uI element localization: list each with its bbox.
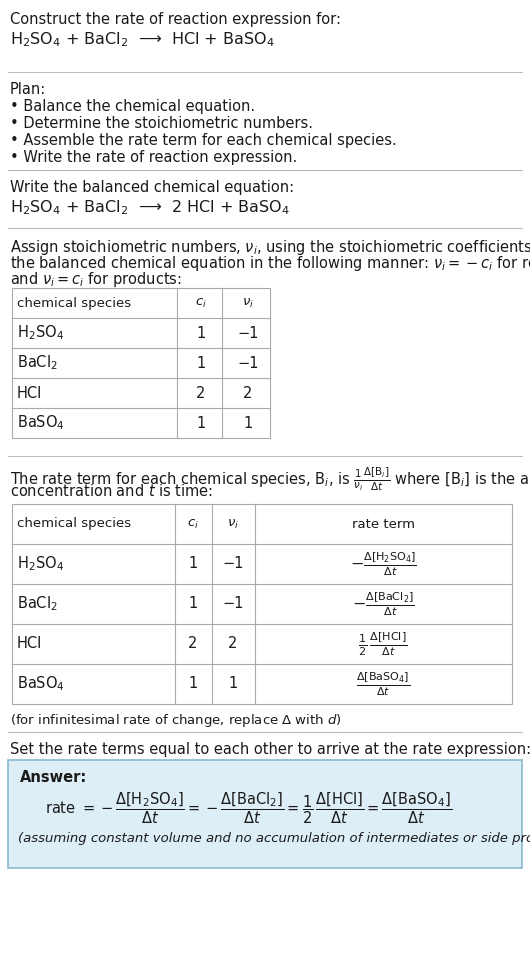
Text: HCl: HCl (17, 386, 42, 400)
Text: 1: 1 (228, 676, 237, 692)
Text: the balanced chemical equation in the following manner: $\nu_i = -c_i$ for react: the balanced chemical equation in the fo… (10, 254, 530, 273)
Text: $c_i$: $c_i$ (187, 517, 199, 531)
Text: $c_i$: $c_i$ (195, 297, 207, 309)
Text: and $\nu_i = c_i$ for products:: and $\nu_i = c_i$ for products: (10, 270, 182, 289)
Text: 1: 1 (197, 355, 206, 371)
Text: • Determine the stoichiometric numbers.: • Determine the stoichiometric numbers. (10, 116, 313, 131)
Text: 1: 1 (197, 416, 206, 430)
Text: H$_2$SO$_4$ + BaCl$_2$  ⟶  HCl + BaSO$_4$: H$_2$SO$_4$ + BaCl$_2$ ⟶ HCl + BaSO$_4$ (10, 30, 275, 49)
Text: 1: 1 (188, 596, 198, 612)
Text: Construct the rate of reaction expression for:: Construct the rate of reaction expressio… (10, 12, 341, 27)
Text: 2: 2 (196, 386, 206, 400)
Text: chemical species: chemical species (17, 517, 131, 531)
Text: 1: 1 (243, 416, 253, 430)
Text: Assign stoichiometric numbers, $\nu_i$, using the stoichiometric coefficients, $: Assign stoichiometric numbers, $\nu_i$, … (10, 238, 530, 257)
Text: −1: −1 (237, 355, 259, 371)
FancyBboxPatch shape (12, 288, 270, 438)
Text: $\nu_i$: $\nu_i$ (227, 517, 239, 531)
Text: HCl: HCl (17, 636, 42, 652)
Text: • Assemble the rate term for each chemical species.: • Assemble the rate term for each chemic… (10, 133, 397, 148)
Text: $\frac{\Delta[\mathrm{BaSO_4}]}{\Delta t}$: $\frac{\Delta[\mathrm{BaSO_4}]}{\Delta t… (356, 671, 410, 698)
Text: Write the balanced chemical equation:: Write the balanced chemical equation: (10, 180, 294, 195)
Text: 2: 2 (188, 636, 198, 652)
Text: H$_2$SO$_4$: H$_2$SO$_4$ (17, 554, 64, 573)
Text: $-\frac{\Delta[\mathrm{BaCl_2}]}{\Delta t}$: $-\frac{\Delta[\mathrm{BaCl_2}]}{\Delta … (351, 590, 414, 618)
Text: The rate term for each chemical species, B$_i$, is $\frac{1}{\nu_i}\frac{\Delta[: The rate term for each chemical species,… (10, 466, 530, 494)
Text: BaCl$_2$: BaCl$_2$ (17, 353, 58, 373)
Text: $-\frac{\Delta[\mathrm{H_2SO_4}]}{\Delta t}$: $-\frac{\Delta[\mathrm{H_2SO_4}]}{\Delta… (349, 550, 417, 578)
Text: (for infinitesimal rate of change, replace Δ with $d$): (for infinitesimal rate of change, repla… (10, 712, 342, 729)
Text: BaCl$_2$: BaCl$_2$ (17, 594, 58, 613)
Text: 2: 2 (228, 636, 237, 652)
Text: concentration and $t$ is time:: concentration and $t$ is time: (10, 483, 213, 499)
Text: 2: 2 (243, 386, 253, 400)
Text: 1: 1 (188, 556, 198, 572)
Text: Set the rate terms equal to each other to arrive at the rate expression:: Set the rate terms equal to each other t… (10, 742, 530, 757)
Text: chemical species: chemical species (17, 297, 131, 309)
Text: Plan:: Plan: (10, 82, 46, 97)
Text: −1: −1 (222, 596, 244, 612)
Text: • Balance the chemical equation.: • Balance the chemical equation. (10, 99, 255, 114)
Text: 1: 1 (197, 326, 206, 341)
Text: −1: −1 (237, 326, 259, 341)
Text: rate $= -\dfrac{\Delta[\mathrm{H_2SO_4}]}{\Delta t} = -\dfrac{\Delta[\mathrm{BaC: rate $= -\dfrac{\Delta[\mathrm{H_2SO_4}]… (45, 790, 452, 826)
Text: H$_2$SO$_4$: H$_2$SO$_4$ (17, 324, 64, 343)
Text: • Write the rate of reaction expression.: • Write the rate of reaction expression. (10, 150, 297, 165)
Text: −1: −1 (222, 556, 244, 572)
FancyBboxPatch shape (12, 504, 512, 704)
Text: BaSO$_4$: BaSO$_4$ (17, 414, 65, 432)
Text: rate term: rate term (351, 517, 414, 531)
Text: BaSO$_4$: BaSO$_4$ (17, 674, 65, 693)
Text: H$_2$SO$_4$ + BaCl$_2$  ⟶  2 HCl + BaSO$_4$: H$_2$SO$_4$ + BaCl$_2$ ⟶ 2 HCl + BaSO$_4… (10, 198, 290, 217)
Text: 1: 1 (188, 676, 198, 692)
Text: Answer:: Answer: (20, 770, 87, 785)
Text: $\frac{1}{2}\,\frac{\Delta[\mathrm{HCl}]}{\Delta t}$: $\frac{1}{2}\,\frac{\Delta[\mathrm{HCl}]… (358, 630, 408, 658)
Text: $\nu_i$: $\nu_i$ (242, 297, 254, 309)
FancyBboxPatch shape (8, 760, 522, 868)
Text: (assuming constant volume and no accumulation of intermediates or side products): (assuming constant volume and no accumul… (18, 832, 530, 845)
